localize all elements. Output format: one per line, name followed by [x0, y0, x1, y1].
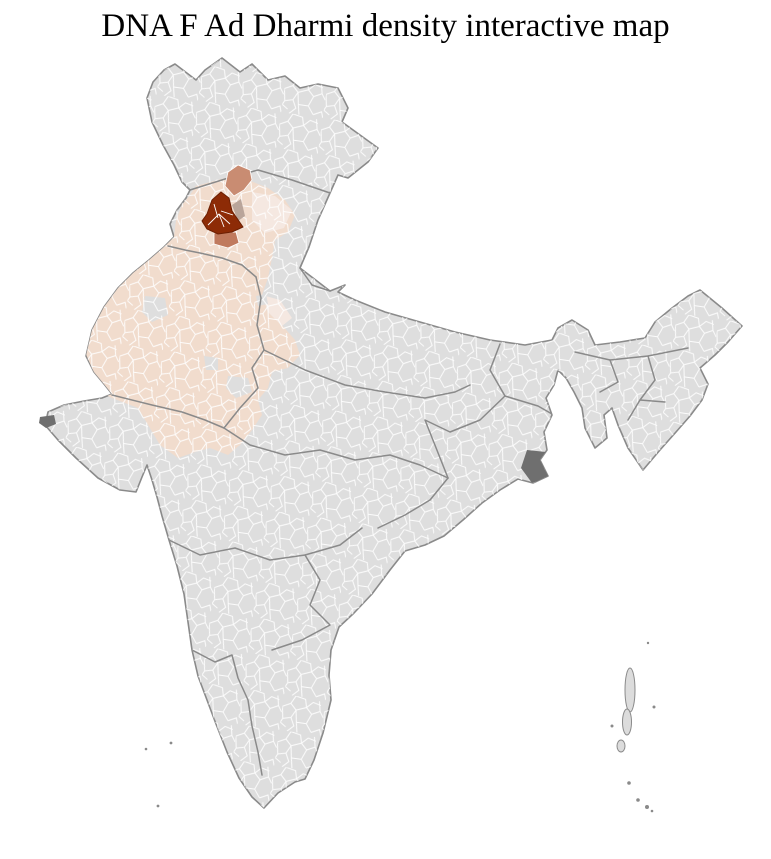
district-high-density[interactable]	[201, 191, 244, 235]
district-medium-density-north[interactable]	[224, 164, 253, 197]
andaman-nicobar-islands[interactable]	[610, 641, 656, 813]
state-borders	[111, 169, 689, 776]
page-title: DNA F Ad Dharmi density interactive map	[101, 8, 670, 44]
district-high-density-subborders	[207, 203, 234, 228]
west-coast-dark-patch[interactable]	[39, 415, 56, 428]
district-boundaries-texture	[45, 58, 742, 808]
lakshadweep-islands[interactable]	[144, 741, 173, 808]
district-shadow-wedge[interactable]	[232, 199, 245, 221]
